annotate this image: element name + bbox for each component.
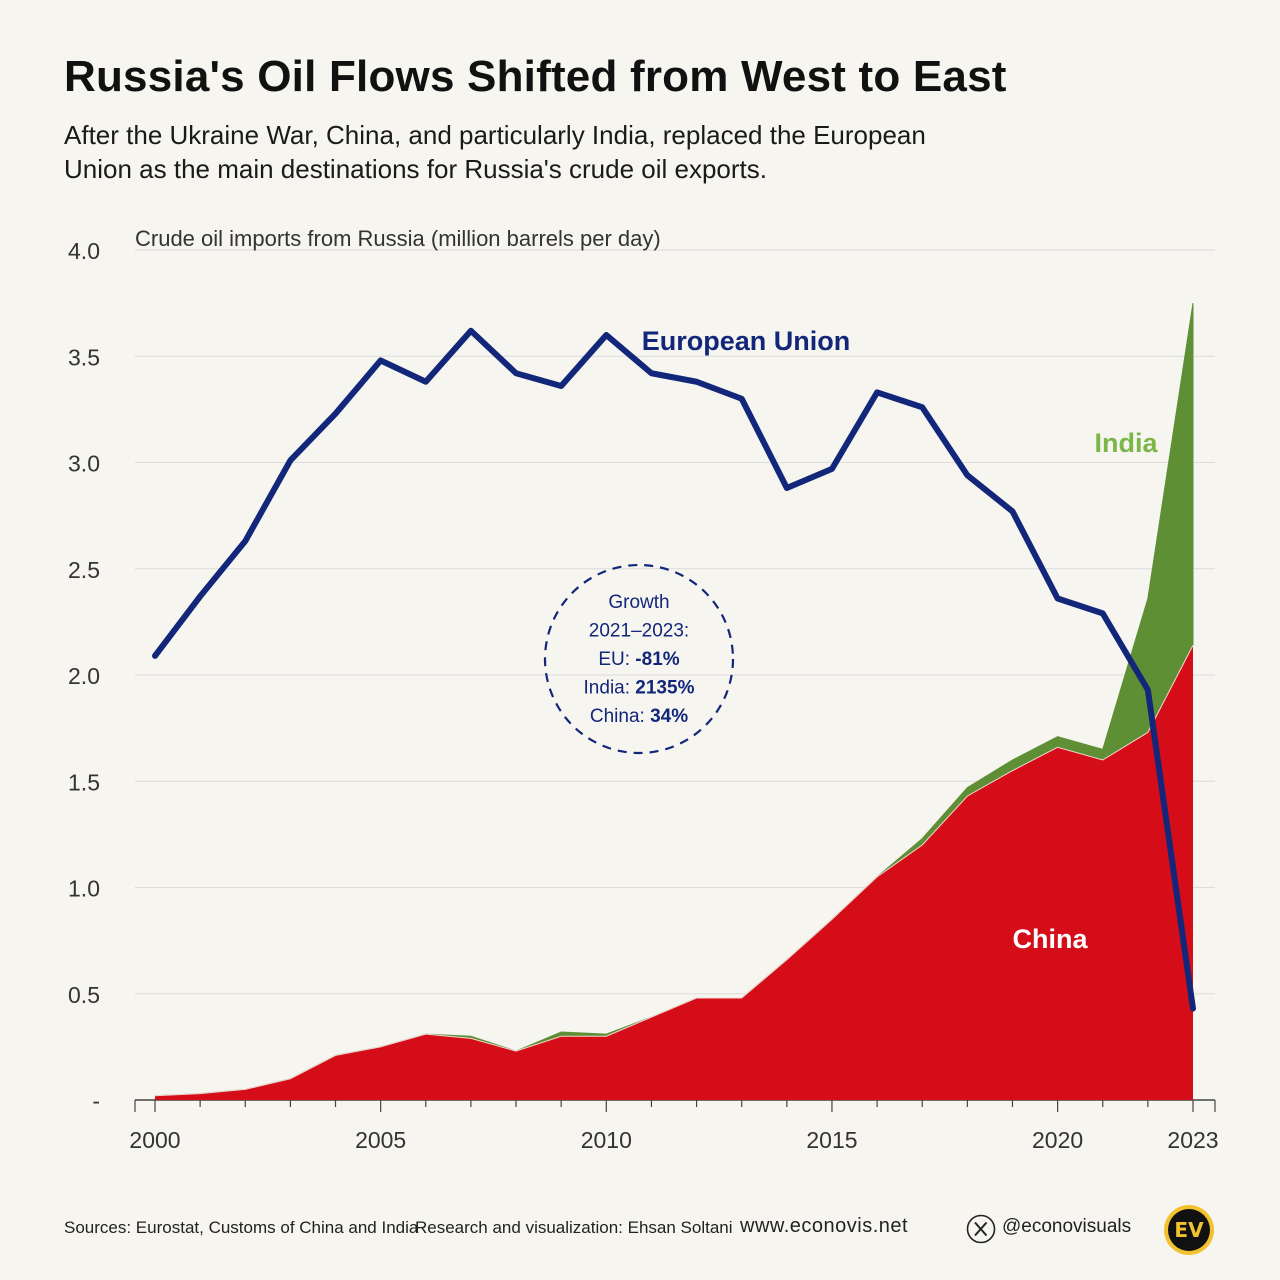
x-tick-label: 2005: [355, 1127, 406, 1153]
x-tick-label: 2015: [806, 1127, 857, 1153]
y-tick-label: 0.5: [68, 982, 100, 1008]
y-tick-label: 1.5: [68, 769, 100, 795]
page-title: Russia's Oil Flows Shifted from West to …: [64, 52, 1007, 101]
y-tick-label: 2.5: [68, 557, 100, 583]
growth-annotation-line: India: 2135%: [584, 678, 695, 699]
x-tick-label: 2010: [581, 1127, 632, 1153]
china-edge: [154, 645, 1194, 1097]
sources-text: Sources: Eurostat, Customs of China and …: [64, 1218, 419, 1237]
eu-line: [152, 327, 1196, 1012]
x-tick-label: 2020: [1032, 1127, 1083, 1153]
china-area: [155, 645, 1193, 1100]
x-tick-label: 2023: [1167, 1127, 1218, 1153]
y-tick-label: -: [92, 1088, 100, 1114]
website-link[interactable]: www.econovis.net: [740, 1215, 909, 1237]
logo-text: EV: [1168, 1209, 1210, 1251]
eu-series-label: European Union: [642, 326, 851, 356]
y-tick-label: 3.0: [68, 451, 100, 477]
china-series-label: China: [1012, 924, 1088, 954]
subtitle-line: After the Ukraine War, China, and partic…: [64, 120, 926, 150]
growth-annotation-circle: [543, 563, 735, 755]
subtitle: After the Ukraine War, China, and partic…: [64, 118, 1024, 186]
subtitle-line: Union as the main destinations for Russi…: [64, 154, 767, 184]
credit-text: Research and visualization: Ehsan Soltan…: [415, 1218, 733, 1237]
econovis-logo: EV: [1164, 1205, 1214, 1255]
y-tick-label: 3.5: [68, 344, 100, 370]
growth-annotation-line: China: 34%: [590, 706, 688, 727]
growth-annotation-line: 2021–2023:: [589, 621, 689, 642]
y-tick-label: 1.0: [68, 876, 100, 902]
y-tick-label: 4.0: [68, 238, 100, 264]
india-series-label: India: [1094, 428, 1158, 458]
x-tick-label: 2000: [129, 1127, 180, 1153]
growth-annotation-line: Growth: [608, 592, 669, 613]
y-tick-label: 2.0: [68, 663, 100, 689]
x-logo-icon[interactable]: [966, 1214, 996, 1244]
social-handle[interactable]: @econovisuals: [1002, 1216, 1132, 1237]
y-axis-label: Crude oil imports from Russia (million b…: [135, 226, 661, 251]
growth-annotation-line: EU: -81%: [598, 649, 679, 670]
